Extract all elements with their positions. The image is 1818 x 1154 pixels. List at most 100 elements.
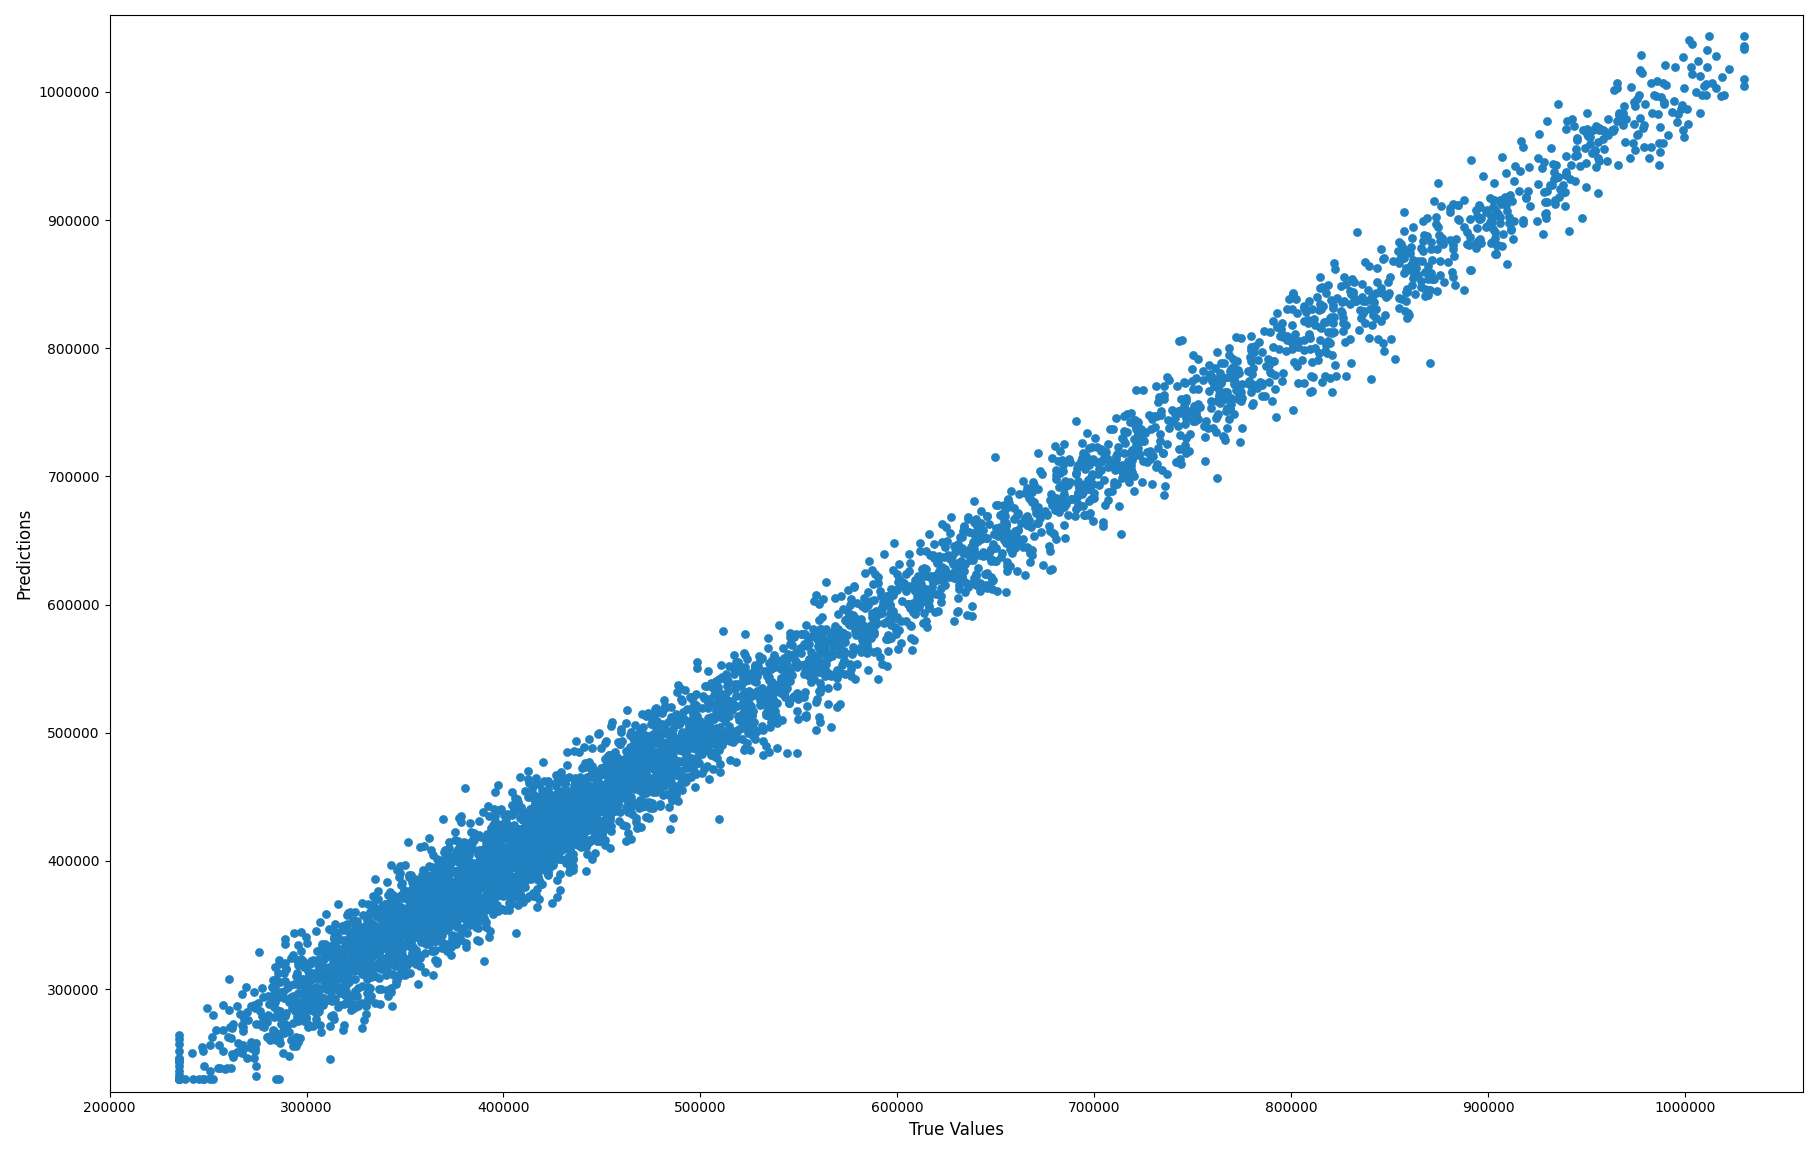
- Point: [482, 825, 511, 844]
- Point: [416, 893, 445, 912]
- Point: [451, 894, 480, 913]
- Point: [291, 977, 320, 996]
- Point: [551, 801, 580, 819]
- Point: [391, 907, 420, 926]
- Point: [1282, 290, 1311, 308]
- Point: [907, 580, 936, 599]
- Point: [562, 803, 591, 822]
- Point: [791, 707, 820, 726]
- Point: [529, 771, 558, 789]
- Point: [545, 818, 574, 837]
- Point: [798, 627, 827, 645]
- Point: [309, 958, 338, 976]
- Point: [574, 814, 604, 832]
- Point: [502, 856, 531, 875]
- Point: [554, 816, 584, 834]
- Point: [1113, 422, 1142, 441]
- Point: [504, 826, 533, 845]
- Point: [391, 966, 420, 984]
- Point: [644, 730, 673, 749]
- Point: [636, 728, 665, 747]
- Point: [411, 863, 440, 882]
- Point: [549, 824, 578, 842]
- Point: [344, 917, 373, 936]
- Point: [624, 756, 653, 774]
- Point: [556, 859, 585, 877]
- Point: [289, 1006, 318, 1025]
- Point: [571, 809, 600, 827]
- Point: [398, 924, 427, 943]
- Point: [864, 602, 893, 621]
- Point: [429, 869, 458, 887]
- Point: [811, 655, 840, 674]
- Point: [425, 920, 454, 938]
- Point: [1120, 429, 1149, 448]
- Point: [685, 712, 714, 730]
- Point: [707, 706, 736, 725]
- Point: [514, 833, 544, 852]
- Point: [422, 953, 451, 972]
- Point: [1438, 268, 1467, 286]
- Point: [285, 1029, 315, 1048]
- Point: [984, 527, 1013, 546]
- Point: [494, 864, 524, 883]
- Point: [749, 661, 778, 680]
- Point: [1487, 148, 1516, 166]
- Point: [1220, 373, 1249, 391]
- Point: [433, 870, 462, 889]
- Point: [482, 856, 511, 875]
- Point: [1396, 238, 1425, 256]
- Point: [1462, 234, 1491, 253]
- Point: [516, 835, 545, 854]
- Point: [536, 789, 565, 808]
- Point: [667, 773, 696, 792]
- Point: [509, 891, 538, 909]
- Point: [638, 794, 667, 812]
- Point: [502, 827, 531, 846]
- Point: [944, 563, 973, 582]
- Point: [1213, 402, 1242, 420]
- Point: [725, 711, 754, 729]
- Point: [747, 649, 776, 667]
- Point: [402, 941, 431, 959]
- Point: [1220, 405, 1249, 424]
- Point: [195, 1070, 224, 1088]
- Point: [405, 876, 435, 894]
- Point: [664, 715, 693, 734]
- Point: [853, 644, 882, 662]
- Point: [674, 715, 704, 734]
- Point: [1305, 331, 1334, 350]
- Point: [389, 924, 418, 943]
- Point: [1011, 565, 1040, 584]
- Point: [1293, 314, 1322, 332]
- Point: [525, 846, 554, 864]
- Point: [973, 579, 1002, 598]
- Point: [491, 850, 520, 869]
- Point: [649, 760, 678, 779]
- Point: [564, 788, 593, 807]
- Point: [1249, 322, 1278, 340]
- Point: [656, 764, 685, 782]
- Point: [865, 601, 894, 620]
- Point: [782, 658, 811, 676]
- Point: [305, 1016, 335, 1034]
- Point: [509, 841, 538, 860]
- Point: [1076, 477, 1105, 495]
- Point: [836, 590, 865, 608]
- Point: [1124, 424, 1153, 442]
- Point: [918, 569, 947, 587]
- Point: [302, 980, 331, 998]
- Point: [445, 809, 474, 827]
- Point: [296, 972, 325, 990]
- Point: [1153, 464, 1182, 482]
- Point: [1111, 434, 1140, 452]
- Point: [791, 654, 820, 673]
- Point: [718, 733, 747, 751]
- Point: [336, 1001, 365, 1019]
- Point: [1005, 485, 1034, 503]
- Point: [309, 944, 338, 962]
- Point: [1254, 373, 1284, 391]
- Point: [362, 906, 391, 924]
- Point: [1582, 117, 1611, 135]
- Point: [973, 529, 1002, 547]
